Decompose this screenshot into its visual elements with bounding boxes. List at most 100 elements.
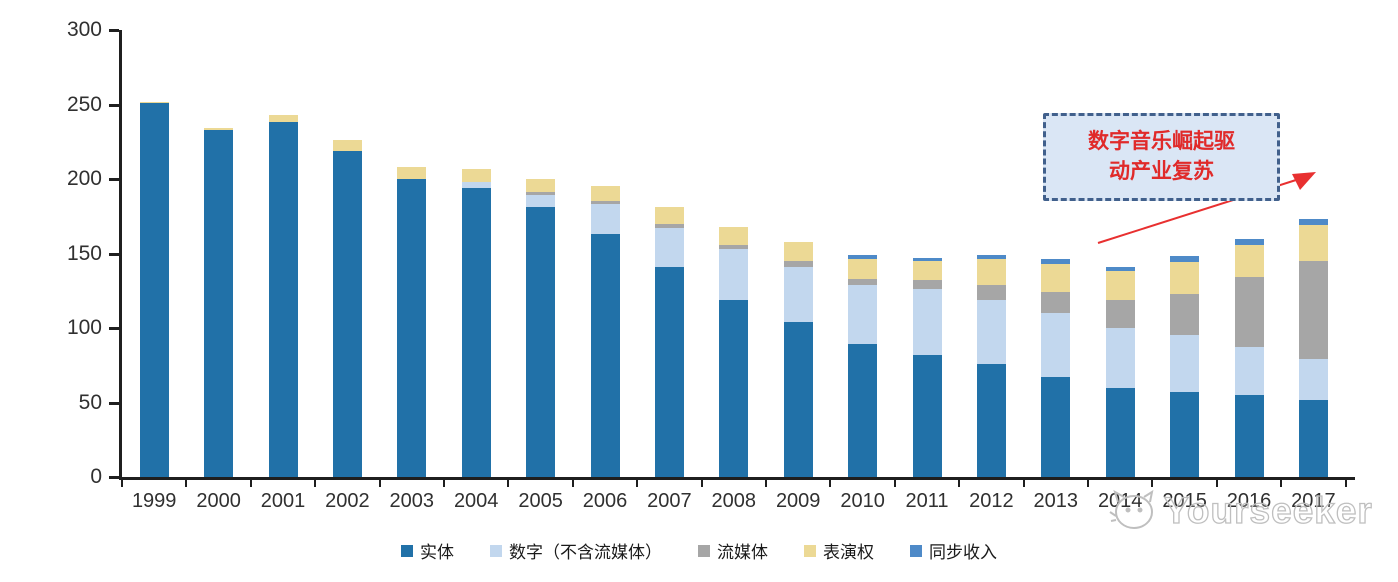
y-axis-tick: [109, 29, 119, 32]
x-axis-tick: [893, 480, 896, 487]
y-axis-tick: [109, 476, 119, 479]
bar-segment-实体-2004: [461, 187, 491, 477]
bar-segment-流媒体-2010: [848, 278, 878, 285]
x-axis-tick: [185, 480, 188, 487]
x-axis-label: 2013: [1033, 490, 1079, 512]
bar-segment-表演权-2006: [590, 186, 620, 202]
legend-swatch-icon: [910, 544, 922, 557]
bar-segment-数字（不含流媒体）-2004: [461, 181, 491, 188]
legend-swatch-icon: [401, 544, 413, 557]
x-axis-label: 2005: [518, 490, 563, 512]
annotation-line-1: 数字音乐崛起驱: [1088, 130, 1235, 153]
bar-segment-表演权-1999: [139, 101, 169, 103]
x-axis-tick: [1215, 480, 1218, 487]
bar-segment-实体-2003: [397, 179, 427, 477]
bar-segment-数字（不含流媒体）-2014: [1105, 328, 1135, 388]
y-axis-tick-label: 50: [78, 390, 102, 414]
x-axis-label: 2012: [969, 490, 1014, 512]
bar-segment-实体-2002: [332, 150, 362, 477]
bar-segment-实体-2001: [268, 122, 298, 477]
bar-segment-表演权-2017: [1298, 225, 1328, 261]
bar-segment-表演权-2001: [268, 114, 298, 123]
bar-segment-实体-1999: [139, 103, 169, 477]
watermark-text: Yourseeker: [1163, 489, 1373, 531]
x-axis-label: 2010: [840, 490, 885, 512]
x-axis-tick: [829, 480, 832, 487]
bar-segment-流媒体-2016: [1234, 277, 1264, 348]
bar-segment-表演权-2002: [332, 140, 362, 151]
bar-segment-实体-2016: [1234, 395, 1264, 477]
bar-segment-同步收入-2016: [1234, 238, 1264, 245]
legend-item: 流媒体: [698, 538, 768, 563]
bar-segment-表演权-2016: [1234, 244, 1264, 278]
bar-segment-同步收入-2014: [1105, 266, 1135, 272]
legend: 实体 数字（不含流媒体） 流媒体 表演权 同步收入: [0, 538, 1398, 563]
y-axis-tick-label: 100: [66, 316, 102, 339]
bar-segment-同步收入-2013: [1041, 259, 1071, 264]
bar-segment-同步收入-2011: [912, 257, 942, 261]
bar-segment-流媒体-2005: [526, 192, 556, 196]
x-axis-label: 2011: [905, 490, 949, 512]
bar-segment-实体-2014: [1105, 387, 1135, 477]
x-axis-label: 2017: [1291, 490, 1336, 512]
bar-segment-流媒体-2012: [976, 284, 1006, 300]
bar-segment-数字（不含流媒体）-2015: [1170, 335, 1200, 393]
bar-segment-表演权-2007: [654, 207, 684, 224]
x-axis-tick: [507, 480, 510, 487]
y-axis-tick: [109, 327, 119, 330]
bar-segment-流媒体-2014: [1105, 299, 1135, 328]
x-axis-label: 2007: [647, 490, 692, 512]
bar-segment-表演权-2003: [397, 167, 427, 179]
bar-segment-数字（不含流媒体）-2012: [976, 299, 1006, 364]
legend-swatch-icon: [490, 544, 502, 557]
x-axis-tick: [1022, 480, 1025, 487]
y-axis-tick-label: 0: [90, 465, 102, 488]
y-axis-line: [119, 30, 122, 480]
bar-segment-表演权-2014: [1105, 271, 1135, 300]
y-axis-tick: [109, 401, 119, 405]
cat-logo-icon: [1109, 489, 1154, 529]
x-axis-tick: [636, 480, 639, 487]
bar-segment-实体-2017: [1298, 399, 1328, 477]
x-axis-label: 2000: [196, 490, 241, 512]
bar-segment-数字（不含流媒体）-2008: [719, 249, 749, 300]
x-axis-tick: [1280, 480, 1283, 487]
x-axis-tick: [700, 480, 703, 487]
bar-segment-流媒体-2015: [1170, 293, 1200, 336]
legend-label: 数字（不含流媒体）: [509, 543, 662, 562]
x-axis-tick: [314, 480, 317, 487]
x-axis-label: 1999: [131, 490, 177, 512]
x-axis-tick: [1151, 480, 1154, 487]
legend-label: 同步收入: [929, 543, 997, 562]
x-axis-tick: [765, 480, 767, 487]
bar-segment-实体-2000: [204, 129, 234, 477]
bar-segment-同步收入-2012: [976, 254, 1006, 260]
y-axis-tick-label: 150: [66, 241, 102, 265]
bar-segment-流媒体-2007: [654, 223, 684, 229]
x-axis-tick: [121, 480, 123, 487]
x-axis-label: 2006: [582, 490, 628, 512]
bar-segment-同步收入-2017: [1298, 219, 1328, 226]
y-axis-tick: [109, 103, 119, 107]
bar-segment-表演权-2015: [1170, 262, 1200, 294]
bar-segment-实体-2012: [976, 363, 1006, 477]
legend-label: 实体: [420, 543, 454, 562]
bar-segment-数字（不含流媒体）-2006: [590, 204, 620, 235]
legend-item: 表演权: [804, 538, 874, 563]
bar-segment-流媒体-2013: [1041, 292, 1071, 314]
bar-segment-表演权-2005: [526, 179, 556, 193]
x-axis-line: [119, 477, 1355, 480]
bar-segment-实体-2015: [1170, 392, 1200, 477]
legend-item: 实体: [401, 538, 454, 563]
legend-item: 同步收入: [910, 538, 997, 563]
bar-segment-流媒体-2009: [783, 260, 813, 267]
bar-segment-实体-2007: [654, 266, 684, 477]
x-axis-tick: [249, 480, 252, 487]
bar-segment-实体-2011: [912, 354, 942, 477]
legend-label: 表演权: [823, 543, 874, 562]
legend-label: 流媒体: [717, 543, 768, 562]
y-axis-tick: [109, 178, 119, 181]
bar-segment-表演权-2012: [976, 259, 1006, 285]
x-axis-tick: [443, 480, 445, 487]
bar-segment-实体-2006: [590, 234, 620, 477]
